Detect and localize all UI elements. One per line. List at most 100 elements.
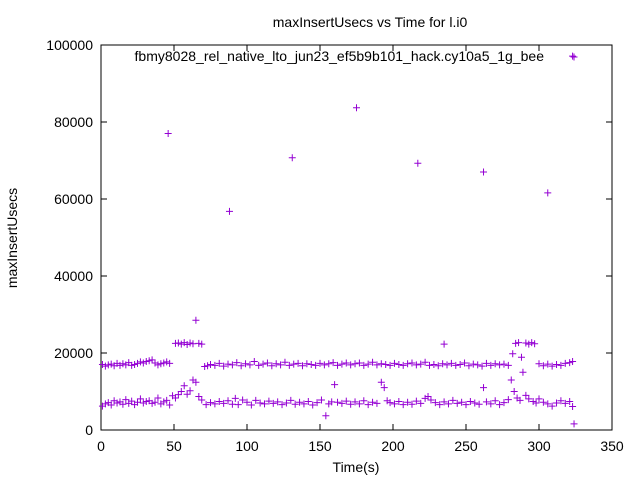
data-point — [224, 360, 232, 368]
data-point — [255, 361, 263, 369]
data-point — [268, 362, 276, 370]
data-point — [198, 396, 206, 404]
x-axis-label: Time(s) — [333, 459, 380, 475]
data-point — [242, 360, 250, 368]
data-point — [544, 400, 552, 408]
data-point — [195, 393, 203, 401]
data-point — [515, 339, 523, 347]
data-point — [192, 316, 200, 324]
data-point — [478, 362, 486, 370]
data-point — [107, 360, 115, 368]
data-point — [355, 400, 363, 408]
data-point — [281, 358, 289, 366]
data-point — [322, 412, 330, 420]
data-point — [288, 154, 296, 162]
data-points — [98, 52, 578, 428]
data-point — [462, 401, 470, 409]
data-point — [122, 396, 130, 404]
data-point — [207, 361, 214, 369]
data-point — [404, 360, 412, 368]
data-point — [334, 361, 342, 369]
data-point — [517, 353, 525, 361]
data-point — [434, 362, 442, 370]
data-point — [566, 359, 574, 367]
data-point — [487, 361, 495, 369]
data-point — [195, 339, 203, 347]
data-point — [351, 398, 359, 406]
data-point — [139, 359, 147, 367]
data-point — [373, 399, 381, 407]
data-point — [104, 361, 112, 369]
data-point — [557, 397, 565, 405]
data-point — [107, 401, 115, 409]
data-point — [148, 356, 156, 364]
data-point — [215, 398, 223, 406]
data-point — [211, 361, 219, 369]
data-point — [408, 359, 416, 367]
y-tick-label: 0 — [85, 422, 93, 438]
data-point — [228, 400, 236, 408]
data-point — [198, 340, 206, 348]
data-point — [439, 360, 447, 368]
data-point — [328, 398, 336, 406]
data-point — [351, 360, 359, 368]
data-point — [225, 207, 233, 215]
data-point — [531, 340, 539, 348]
data-point — [466, 398, 474, 406]
data-point — [475, 400, 483, 408]
data-point — [277, 361, 285, 369]
data-point — [461, 359, 469, 367]
data-point — [183, 390, 191, 398]
data-point — [224, 397, 232, 405]
data-point — [369, 398, 377, 406]
data-point — [246, 361, 254, 369]
data-point — [548, 402, 556, 410]
data-point — [192, 378, 200, 386]
legend-label: fbmy8028_rel_native_lto_jun23_ef5b9b101_… — [135, 48, 545, 64]
data-point — [360, 361, 368, 369]
data-point — [408, 400, 416, 408]
x-tick-label: 350 — [600, 438, 624, 454]
data-point — [440, 340, 448, 348]
data-point — [510, 388, 518, 395]
data-point — [528, 339, 536, 347]
data-point — [390, 400, 398, 408]
data-point — [294, 359, 302, 367]
data-point — [414, 159, 422, 167]
data-point — [487, 400, 495, 408]
data-point — [390, 359, 398, 367]
data-point — [566, 398, 574, 406]
data-point — [189, 340, 197, 348]
data-point — [239, 396, 247, 404]
data-point — [522, 391, 530, 399]
data-point — [404, 398, 412, 406]
data-point — [263, 359, 271, 367]
data-point — [278, 401, 286, 409]
data-point — [504, 396, 512, 404]
data-point — [496, 401, 504, 409]
data-point — [516, 396, 524, 404]
data-point — [458, 398, 466, 406]
data-point — [512, 339, 520, 347]
data-point — [496, 361, 504, 369]
x-tick-label: 0 — [97, 438, 105, 454]
data-point — [160, 359, 168, 367]
data-point — [535, 395, 543, 403]
data-point — [252, 396, 260, 404]
data-point — [174, 339, 182, 347]
data-point — [202, 401, 210, 409]
data-point — [421, 358, 429, 366]
data-point — [338, 360, 346, 368]
y-tick-label: 100000 — [46, 37, 93, 53]
data-point — [465, 362, 473, 370]
data-point — [449, 396, 457, 404]
data-point — [386, 361, 394, 369]
data-point — [136, 395, 144, 403]
data-point — [207, 399, 214, 407]
data-point — [164, 130, 172, 138]
data-point — [290, 360, 298, 368]
data-point — [431, 399, 439, 407]
data-point — [553, 361, 561, 369]
data-point — [532, 399, 540, 407]
data-point — [456, 361, 464, 369]
